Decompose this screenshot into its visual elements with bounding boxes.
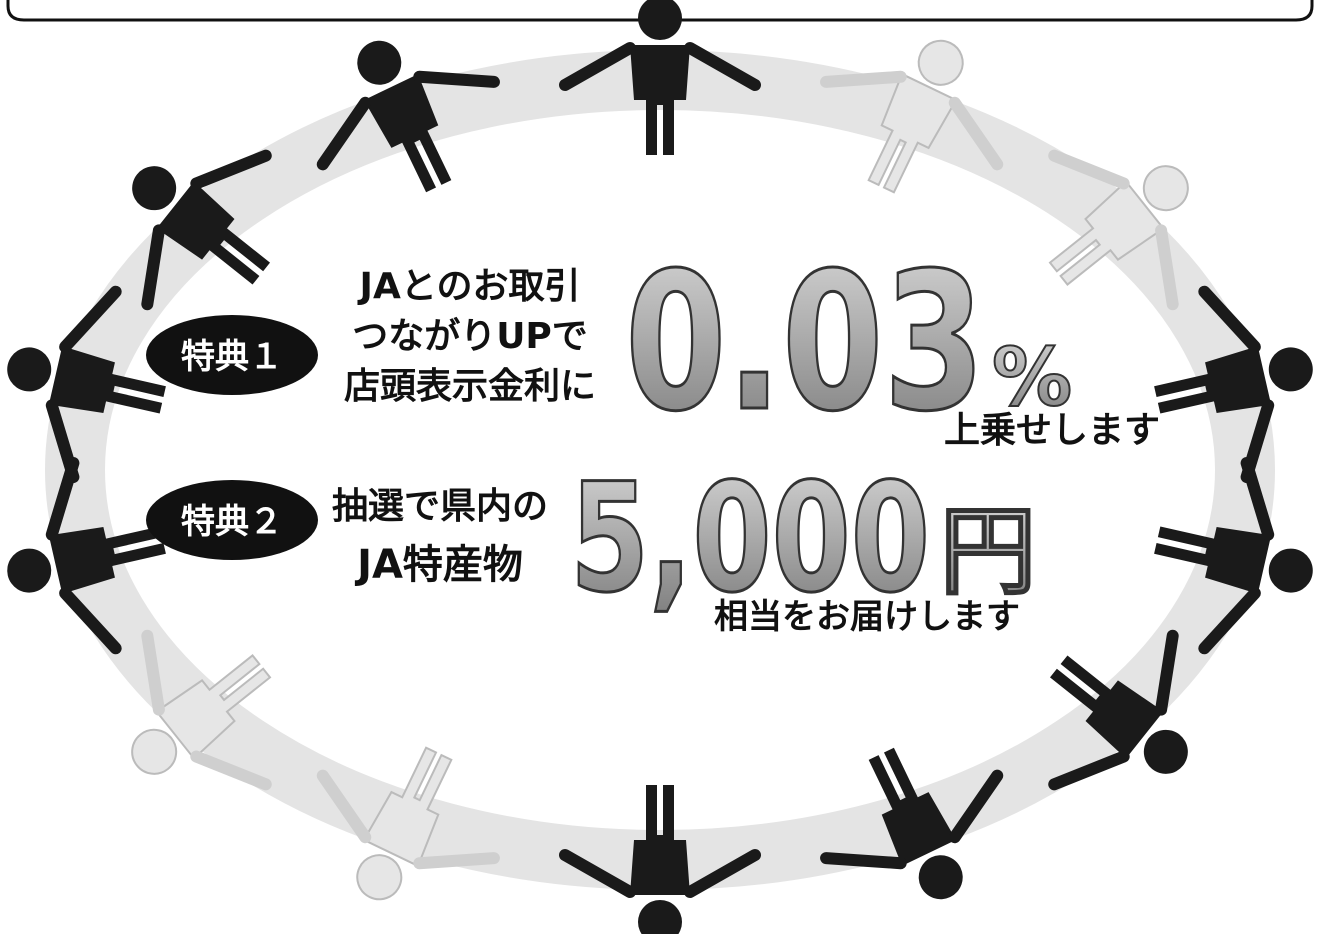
- person: [131, 629, 272, 791]
- badge: [146, 315, 318, 395]
- person-head: [1143, 729, 1188, 774]
- person: [132, 149, 272, 311]
- person-arms: [141, 149, 272, 311]
- person-head: [638, 900, 682, 934]
- person-arms: [316, 769, 500, 870]
- person-head: [7, 548, 52, 593]
- person-body: [48, 346, 166, 414]
- person-head: [131, 728, 178, 775]
- person-head: [638, 0, 682, 40]
- benefit-line: 抽選で県内の: [332, 486, 548, 527]
- person-body: [48, 526, 166, 594]
- person-body: [630, 45, 690, 155]
- person-arms: [820, 70, 1004, 171]
- person-body: [156, 181, 270, 285]
- person-head: [918, 855, 963, 900]
- person-head: [356, 854, 403, 901]
- benefit-unit: 円: [940, 496, 1036, 608]
- person-head: [357, 40, 402, 85]
- person-body: [362, 746, 453, 868]
- person-head: [7, 347, 52, 392]
- person-arms: [1048, 629, 1179, 791]
- benefit-line: JA特産物: [354, 542, 523, 588]
- benefit-amount: 0.03: [625, 232, 985, 453]
- person-body: [155, 654, 272, 760]
- person-body: [1048, 180, 1165, 286]
- person-body: [1154, 346, 1272, 414]
- badge-label: 特典１: [181, 337, 283, 377]
- benefit-line: つながりUPで: [352, 316, 588, 357]
- person: [559, 785, 761, 934]
- person-head: [1142, 165, 1189, 212]
- person-arms: [559, 849, 761, 898]
- badge-label: 特典２: [181, 502, 283, 542]
- person-arms: [141, 629, 272, 791]
- person: [820, 39, 1004, 194]
- person-arms: [1048, 149, 1179, 311]
- person: [1154, 457, 1313, 655]
- person-body: [630, 785, 690, 895]
- benefit-note: 相当をお届けします: [714, 597, 1020, 637]
- person-arms: [316, 70, 500, 171]
- person-head: [132, 166, 177, 211]
- person-head: [1268, 347, 1313, 392]
- benefit-line: 店頭表示金利に: [344, 366, 596, 407]
- person-head: [1268, 548, 1313, 593]
- benefit-unit: %: [992, 331, 1072, 424]
- benefit-note: 上乗せします: [944, 410, 1160, 451]
- person: [316, 746, 500, 901]
- person-body: [868, 747, 957, 866]
- person-arms: [559, 42, 761, 91]
- benefit-line: JAとのお取引: [357, 266, 581, 307]
- person-body: [1154, 526, 1272, 594]
- person: [1048, 149, 1189, 311]
- person: [316, 40, 500, 193]
- person: [1048, 629, 1188, 791]
- benefit-amount: 5,000: [570, 452, 930, 626]
- person-body: [363, 74, 452, 193]
- person-arms: [1198, 457, 1275, 655]
- person: [7, 285, 166, 483]
- person-body: [1050, 655, 1164, 759]
- person: [559, 0, 761, 155]
- badge: [146, 480, 318, 560]
- person-arms: [820, 769, 1004, 870]
- person: [820, 747, 1004, 900]
- person-body: [867, 72, 958, 194]
- person-arms: [45, 285, 122, 483]
- person-head: [917, 39, 964, 86]
